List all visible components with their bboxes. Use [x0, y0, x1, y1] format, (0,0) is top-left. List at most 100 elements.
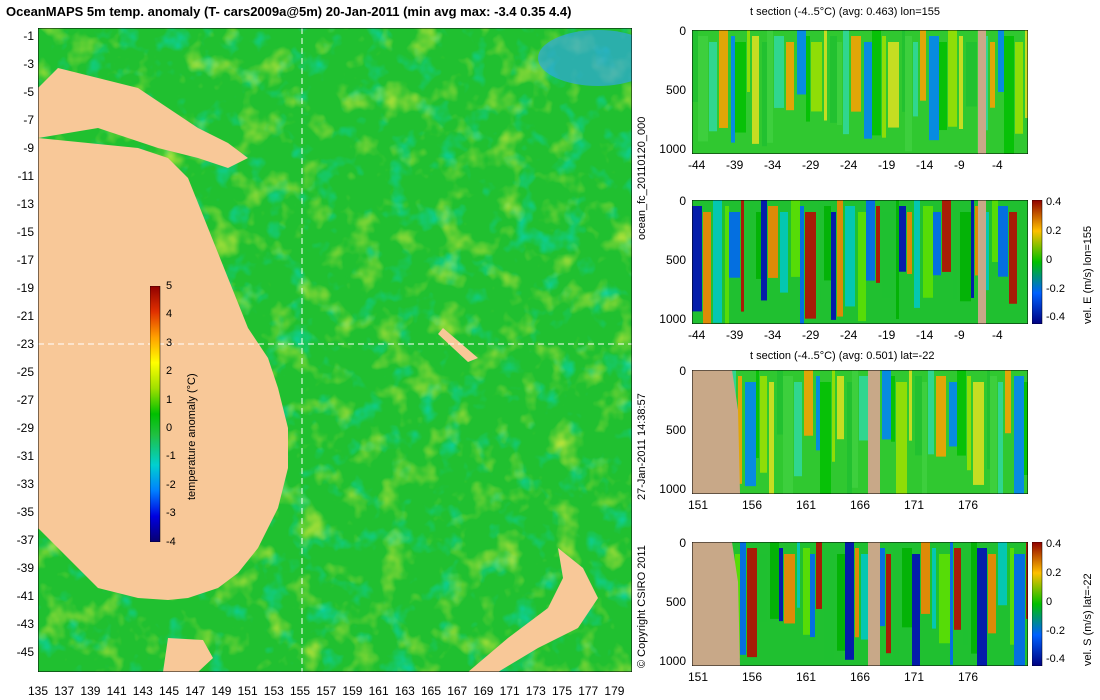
x-tick-label: -14 [916, 158, 934, 172]
lat-tick-label: -39 [16, 561, 34, 575]
colorbar-tick-label: -3 [166, 507, 176, 520]
depth-tick-label: 0 [679, 364, 686, 378]
x-tick-label: -19 [878, 158, 896, 172]
x-tick-label: 176 [958, 670, 979, 684]
x-tick-label: -4 [992, 158, 1003, 172]
velocity-colorbar [1032, 542, 1043, 666]
velocity-colorbar-tick: 0.4 [1046, 538, 1062, 550]
x-tick-label: 166 [850, 670, 871, 684]
velocity-colorbar-tick: -0.2 [1046, 282, 1065, 295]
lon-tick-label: 177 [578, 684, 599, 698]
x-tick-label: 151 [688, 498, 709, 512]
lat-tick-label: -33 [16, 477, 34, 491]
lon-tick-label: 153 [263, 684, 284, 698]
depth-tick-label: 0 [679, 194, 686, 208]
lon-tick-label: 159 [342, 684, 363, 698]
lon-tick-label: 143 [132, 684, 153, 698]
velocity-colorbar [1032, 200, 1043, 324]
colorbar-label: temperature anomaly (°C) [186, 373, 198, 500]
lon-tick-label: 135 [28, 684, 49, 698]
lat-tick-label: -43 [16, 617, 34, 631]
australia-landmass [38, 138, 288, 600]
depth-tick-label: 500 [665, 423, 686, 438]
lat-tick-label: -19 [16, 281, 34, 295]
lon-tick-label: 141 [106, 684, 127, 698]
copyright-text: © Copyright CSIRO 2011 [636, 545, 648, 668]
x-tick-label: -39 [726, 328, 744, 342]
velocity-colorbar-tick: -0.4 [1046, 311, 1065, 324]
x-tick-label: -9 [954, 158, 965, 172]
lat-tick-label: -35 [16, 505, 34, 519]
new-caledonia-landmass [438, 328, 478, 362]
lon-tick-label: 171 [499, 684, 520, 698]
lon-tick-label: 163 [394, 684, 415, 698]
lat-tick-label: -21 [16, 309, 34, 323]
x-tick-label: 161 [796, 498, 817, 512]
x-tick-label: -14 [916, 328, 934, 342]
lat-tick-label: -27 [16, 393, 34, 407]
x-tick-label: 151 [688, 670, 709, 684]
date-text: 27-Jan-2011 14:38:57 [636, 393, 648, 500]
depth-tick-label: 1000 [659, 654, 686, 669]
lat-tick-label: -3 [23, 57, 34, 71]
temperature-anomaly-map[interactable] [38, 28, 632, 672]
velocity-colorbar-tick: 0.2 [1046, 224, 1062, 237]
colorbar-tick-label: 5 [166, 280, 173, 292]
velocity-colorbar-tick: -0.2 [1046, 624, 1065, 637]
velocity-colorbar-label: vel. S (m/s) lat=-22 [1082, 573, 1094, 666]
lon-tick-label: 147 [185, 684, 206, 698]
lat-tick-label: -41 [16, 589, 34, 603]
run-id-text: ocean_fc_20110120_000 [636, 116, 648, 240]
tasmania-landmass [163, 638, 213, 672]
x-tick-label: 156 [742, 498, 763, 512]
depth-tick-label: 500 [665, 253, 686, 268]
lon-tick-label: 179 [604, 684, 625, 698]
velocity-colorbar-tick: 0.2 [1046, 566, 1062, 579]
lon-tick-label: 173 [525, 684, 546, 698]
colorbar-tick-label: 4 [166, 308, 173, 321]
colorbar-tick-label: -4 [166, 535, 176, 548]
section-plot[interactable] [692, 542, 1028, 666]
colorbar-tick-label: 1 [166, 393, 173, 406]
x-tick-label: -34 [764, 328, 782, 342]
colorbar-tick-label: 2 [166, 365, 173, 378]
lat-tick-label: -23 [16, 337, 34, 351]
lon-tick-label: 167 [447, 684, 468, 698]
x-tick-label: -29 [802, 158, 820, 172]
velocity-colorbar-label: vel. E (m/s) lon=155 [1082, 225, 1094, 324]
section-plot[interactable] [692, 370, 1028, 494]
x-tick-label: -44 [688, 328, 706, 342]
velocity-colorbar-tick: -0.4 [1046, 653, 1065, 666]
lat-tick-label: -37 [16, 533, 34, 547]
lon-tick-label: 145 [159, 684, 180, 698]
x-tick-label: 161 [796, 670, 817, 684]
section-plot[interactable] [692, 30, 1028, 154]
lat-tick-label: -11 [17, 169, 34, 183]
lon-tick-label: 155 [290, 684, 311, 698]
x-tick-label: -29 [802, 328, 820, 342]
new-guinea-landmass [38, 68, 248, 168]
x-tick-label: 156 [742, 670, 763, 684]
lon-tick-label: 149 [211, 684, 232, 698]
lat-tick-label: -25 [16, 365, 34, 379]
lat-tick-label: -17 [16, 253, 34, 267]
section-plot[interactable] [692, 200, 1028, 324]
panel-title: t section (-4..5°C) (avg: 0.501) lat=-22 [750, 350, 935, 362]
colorbar-tick-label: -2 [166, 478, 176, 491]
lat-tick-label: -5 [23, 85, 34, 99]
x-tick-label: -19 [878, 328, 896, 342]
lat-tick-label: -29 [16, 421, 34, 435]
velocity-colorbar-tick: 0 [1046, 595, 1053, 608]
map-title: OceanMAPS 5m temp. anomaly (T- cars2009a… [6, 4, 572, 19]
x-tick-label: -34 [764, 158, 782, 172]
colorbar-tick-label: 3 [166, 336, 173, 349]
depth-tick-label: 1000 [659, 312, 686, 327]
temperature-colorbar [150, 286, 161, 542]
colorbar-tick-label: 0 [166, 422, 173, 434]
x-tick-label: -24 [840, 328, 858, 342]
lon-tick-label: 169 [473, 684, 494, 698]
lat-tick-label: -13 [16, 197, 34, 211]
x-tick-label: -24 [840, 158, 858, 172]
lon-tick-label: 157 [316, 684, 337, 698]
lon-tick-label: 137 [54, 684, 75, 698]
